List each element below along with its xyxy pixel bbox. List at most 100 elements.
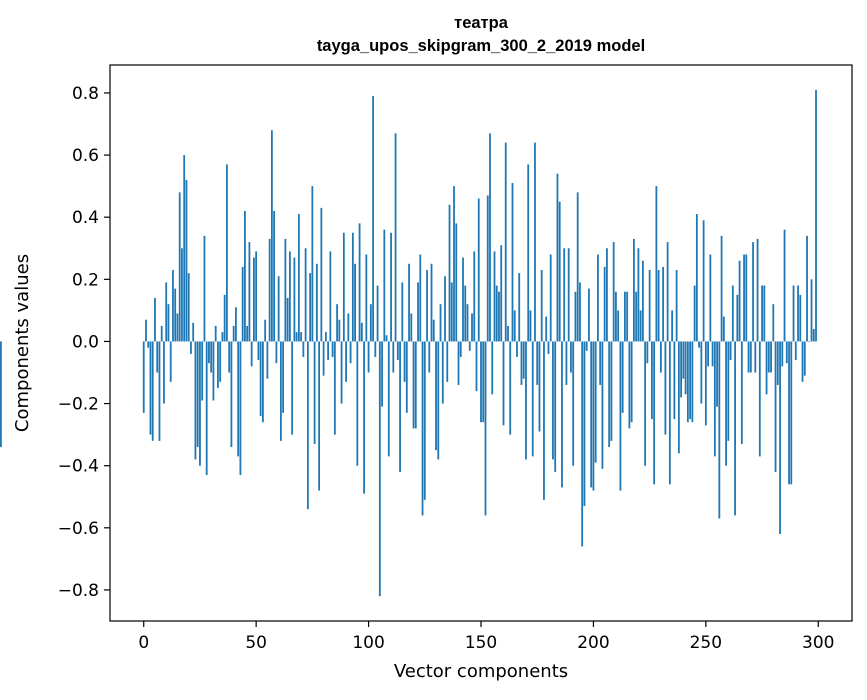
bar	[493, 251, 496, 342]
bar	[302, 341, 305, 357]
y-tick-label: 0.0	[72, 332, 99, 352]
bar	[747, 341, 750, 373]
bar	[646, 341, 649, 364]
bar	[495, 285, 498, 342]
bar	[291, 341, 294, 435]
bar	[619, 341, 622, 491]
bar	[426, 270, 428, 342]
bar	[529, 310, 532, 342]
bar	[408, 263, 410, 342]
bar	[610, 341, 613, 441]
bar	[172, 270, 174, 342]
bar	[401, 282, 404, 342]
bar	[761, 285, 763, 342]
bar	[729, 341, 732, 361]
bar	[597, 254, 599, 342]
bar	[304, 248, 307, 342]
bar	[320, 207, 323, 342]
bar	[244, 210, 246, 342]
bar	[462, 257, 464, 342]
bar	[668, 341, 671, 485]
bar	[538, 341, 541, 432]
bar	[518, 273, 521, 342]
y-axis-ticks: −0.8 −0.6 −0.4 −0.2 0.0 0.2 0.4 0.6 0.8	[58, 84, 110, 601]
bar	[756, 238, 759, 342]
bar	[277, 276, 280, 342]
bar	[336, 304, 338, 342]
bar	[662, 266, 665, 342]
bar	[358, 223, 361, 342]
bar	[484, 341, 487, 516]
bar	[183, 155, 186, 342]
bar	[342, 232, 345, 342]
bar	[509, 341, 512, 435]
bar	[588, 288, 590, 342]
y-tick-label: 0.2	[72, 270, 99, 290]
bar	[624, 291, 626, 342]
bar	[457, 341, 460, 385]
bar	[545, 316, 548, 342]
bar	[621, 341, 624, 413]
bar	[684, 341, 687, 395]
bar	[543, 341, 545, 500]
bar	[226, 164, 228, 342]
bar	[340, 341, 343, 404]
bar	[650, 341, 653, 420]
bar	[502, 341, 505, 426]
bar	[682, 341, 685, 379]
bar	[257, 341, 260, 361]
bar	[630, 341, 633, 423]
bar	[432, 319, 435, 342]
bar	[790, 341, 793, 485]
bar	[812, 329, 815, 342]
bar	[421, 341, 424, 516]
bar	[489, 133, 491, 342]
bar	[403, 341, 406, 382]
bar	[428, 341, 431, 373]
bar	[315, 263, 318, 342]
bar	[374, 341, 377, 357]
bar	[187, 273, 190, 342]
bar	[486, 195, 489, 342]
bar	[698, 341, 700, 348]
bar	[410, 313, 413, 342]
bar	[628, 341, 631, 429]
bar	[635, 291, 638, 342]
bar	[318, 341, 321, 491]
bar	[677, 341, 680, 454]
bar	[740, 341, 743, 444]
bar	[309, 273, 312, 342]
bar	[579, 282, 581, 342]
bar	[385, 335, 388, 342]
bar	[367, 341, 370, 373]
y-tick-label: −0.2	[58, 395, 99, 415]
bar	[230, 341, 233, 448]
bar	[163, 341, 165, 404]
bar	[686, 341, 689, 423]
bar	[556, 173, 559, 342]
y-tick-label: 0.6	[72, 146, 99, 166]
bar	[797, 285, 799, 342]
bar	[477, 198, 480, 342]
bar	[480, 341, 482, 423]
bar	[169, 341, 172, 382]
bar	[208, 341, 210, 364]
bar	[794, 341, 797, 361]
bar	[531, 341, 534, 457]
bar	[217, 341, 219, 389]
bar	[801, 341, 804, 382]
bar	[466, 304, 469, 342]
bar	[617, 310, 620, 342]
bar	[194, 341, 197, 460]
bar	[448, 204, 451, 342]
bar	[722, 316, 725, 342]
bar	[165, 282, 168, 342]
bar	[536, 341, 539, 385]
bar	[338, 319, 341, 342]
bar	[567, 248, 570, 342]
bar	[223, 294, 226, 342]
bar	[295, 332, 298, 342]
bar	[313, 341, 316, 444]
bar	[154, 297, 156, 342]
